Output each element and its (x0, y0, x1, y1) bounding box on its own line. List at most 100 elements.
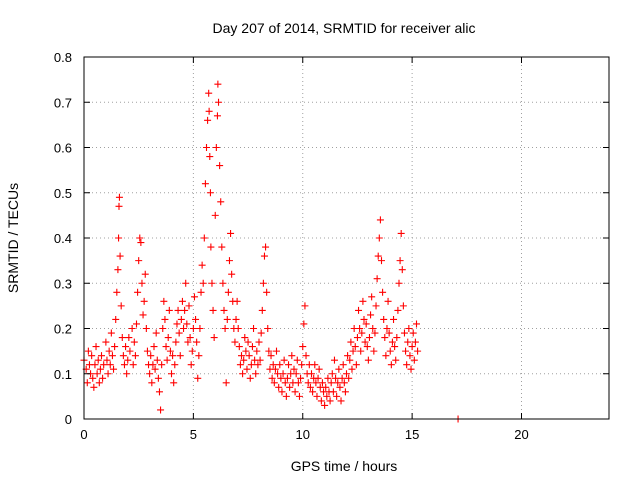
data-point (183, 320, 191, 328)
data-point (271, 365, 279, 373)
data-point (162, 343, 170, 351)
data-point (313, 392, 321, 400)
data-point (265, 347, 273, 355)
data-point (177, 315, 185, 323)
data-point (91, 361, 99, 369)
data-point (361, 338, 369, 346)
y-tick-label: 0.5 (54, 186, 72, 201)
data-point (192, 315, 200, 323)
data-point (326, 397, 334, 405)
data-point (99, 374, 107, 382)
data-point (204, 116, 212, 124)
data-point (322, 383, 330, 391)
data-point (197, 288, 205, 296)
data-point (364, 356, 372, 364)
data-point (365, 334, 373, 342)
data-point (413, 320, 420, 328)
data-point (402, 347, 410, 355)
data-point (258, 306, 266, 314)
data-point (363, 343, 371, 351)
data-point (345, 374, 353, 382)
data-point (161, 315, 169, 323)
data-point (104, 370, 112, 378)
data-point (344, 352, 352, 360)
data-point (294, 379, 302, 387)
data-point (280, 356, 288, 364)
data-point (199, 279, 207, 287)
data-point (267, 352, 275, 360)
data-point (327, 379, 335, 387)
data-point (381, 334, 389, 342)
data-point (357, 347, 365, 355)
data-point (374, 252, 382, 260)
data-point (170, 379, 178, 387)
data-point (390, 315, 398, 323)
data-point (250, 325, 258, 332)
data-point (360, 315, 368, 323)
data-point (221, 325, 229, 332)
data-point (154, 374, 162, 382)
data-point (301, 302, 309, 310)
data-point (141, 270, 149, 278)
data-point (163, 356, 171, 364)
data-point (116, 252, 124, 260)
data-point (84, 347, 92, 355)
data-point (358, 329, 366, 337)
data-point (252, 370, 260, 378)
data-point (130, 338, 138, 346)
data-point (414, 347, 422, 355)
data-point (216, 162, 224, 170)
data-point (178, 297, 186, 305)
data-point (349, 347, 357, 355)
data-point (146, 370, 154, 378)
data-point (324, 374, 332, 382)
data-point (206, 189, 214, 197)
data-point (232, 315, 240, 323)
data-point (111, 343, 119, 351)
data-point (346, 356, 354, 364)
data-point (195, 352, 203, 360)
data-point (312, 379, 320, 387)
data-point (225, 257, 233, 265)
data-point (372, 302, 380, 310)
data-point (224, 288, 232, 296)
data-point (110, 365, 118, 373)
data-point (160, 297, 168, 305)
data-point (351, 343, 359, 351)
data-point (259, 279, 267, 287)
data-point (384, 297, 392, 305)
data-point (88, 352, 96, 360)
data-point (196, 325, 204, 332)
data-point (370, 347, 378, 355)
data-point (248, 343, 256, 351)
data-point (182, 279, 190, 287)
data-point (373, 275, 381, 283)
data-point (124, 356, 132, 364)
data-point (113, 288, 121, 296)
data-point (347, 338, 355, 346)
data-point (388, 338, 396, 346)
data-point (336, 383, 344, 391)
data-point (379, 288, 387, 296)
data-point (187, 361, 195, 369)
data-point (329, 388, 337, 396)
data-point (315, 365, 323, 373)
data-point (308, 370, 315, 378)
data-point (240, 356, 248, 364)
data-point (297, 374, 305, 382)
data-point (396, 257, 404, 265)
data-point (143, 347, 151, 355)
data-point (239, 370, 247, 378)
data-point (383, 325, 391, 332)
data-point (149, 361, 157, 369)
data-point (393, 334, 401, 342)
data-point (92, 343, 100, 351)
data-point (123, 370, 131, 378)
data-point (203, 144, 210, 151)
data-point (184, 338, 192, 346)
data-point (115, 234, 123, 242)
data-point (193, 338, 201, 346)
data-point (96, 365, 104, 373)
data-point (214, 80, 222, 88)
y-axis-title: SRMTID / TECUs (5, 183, 21, 293)
